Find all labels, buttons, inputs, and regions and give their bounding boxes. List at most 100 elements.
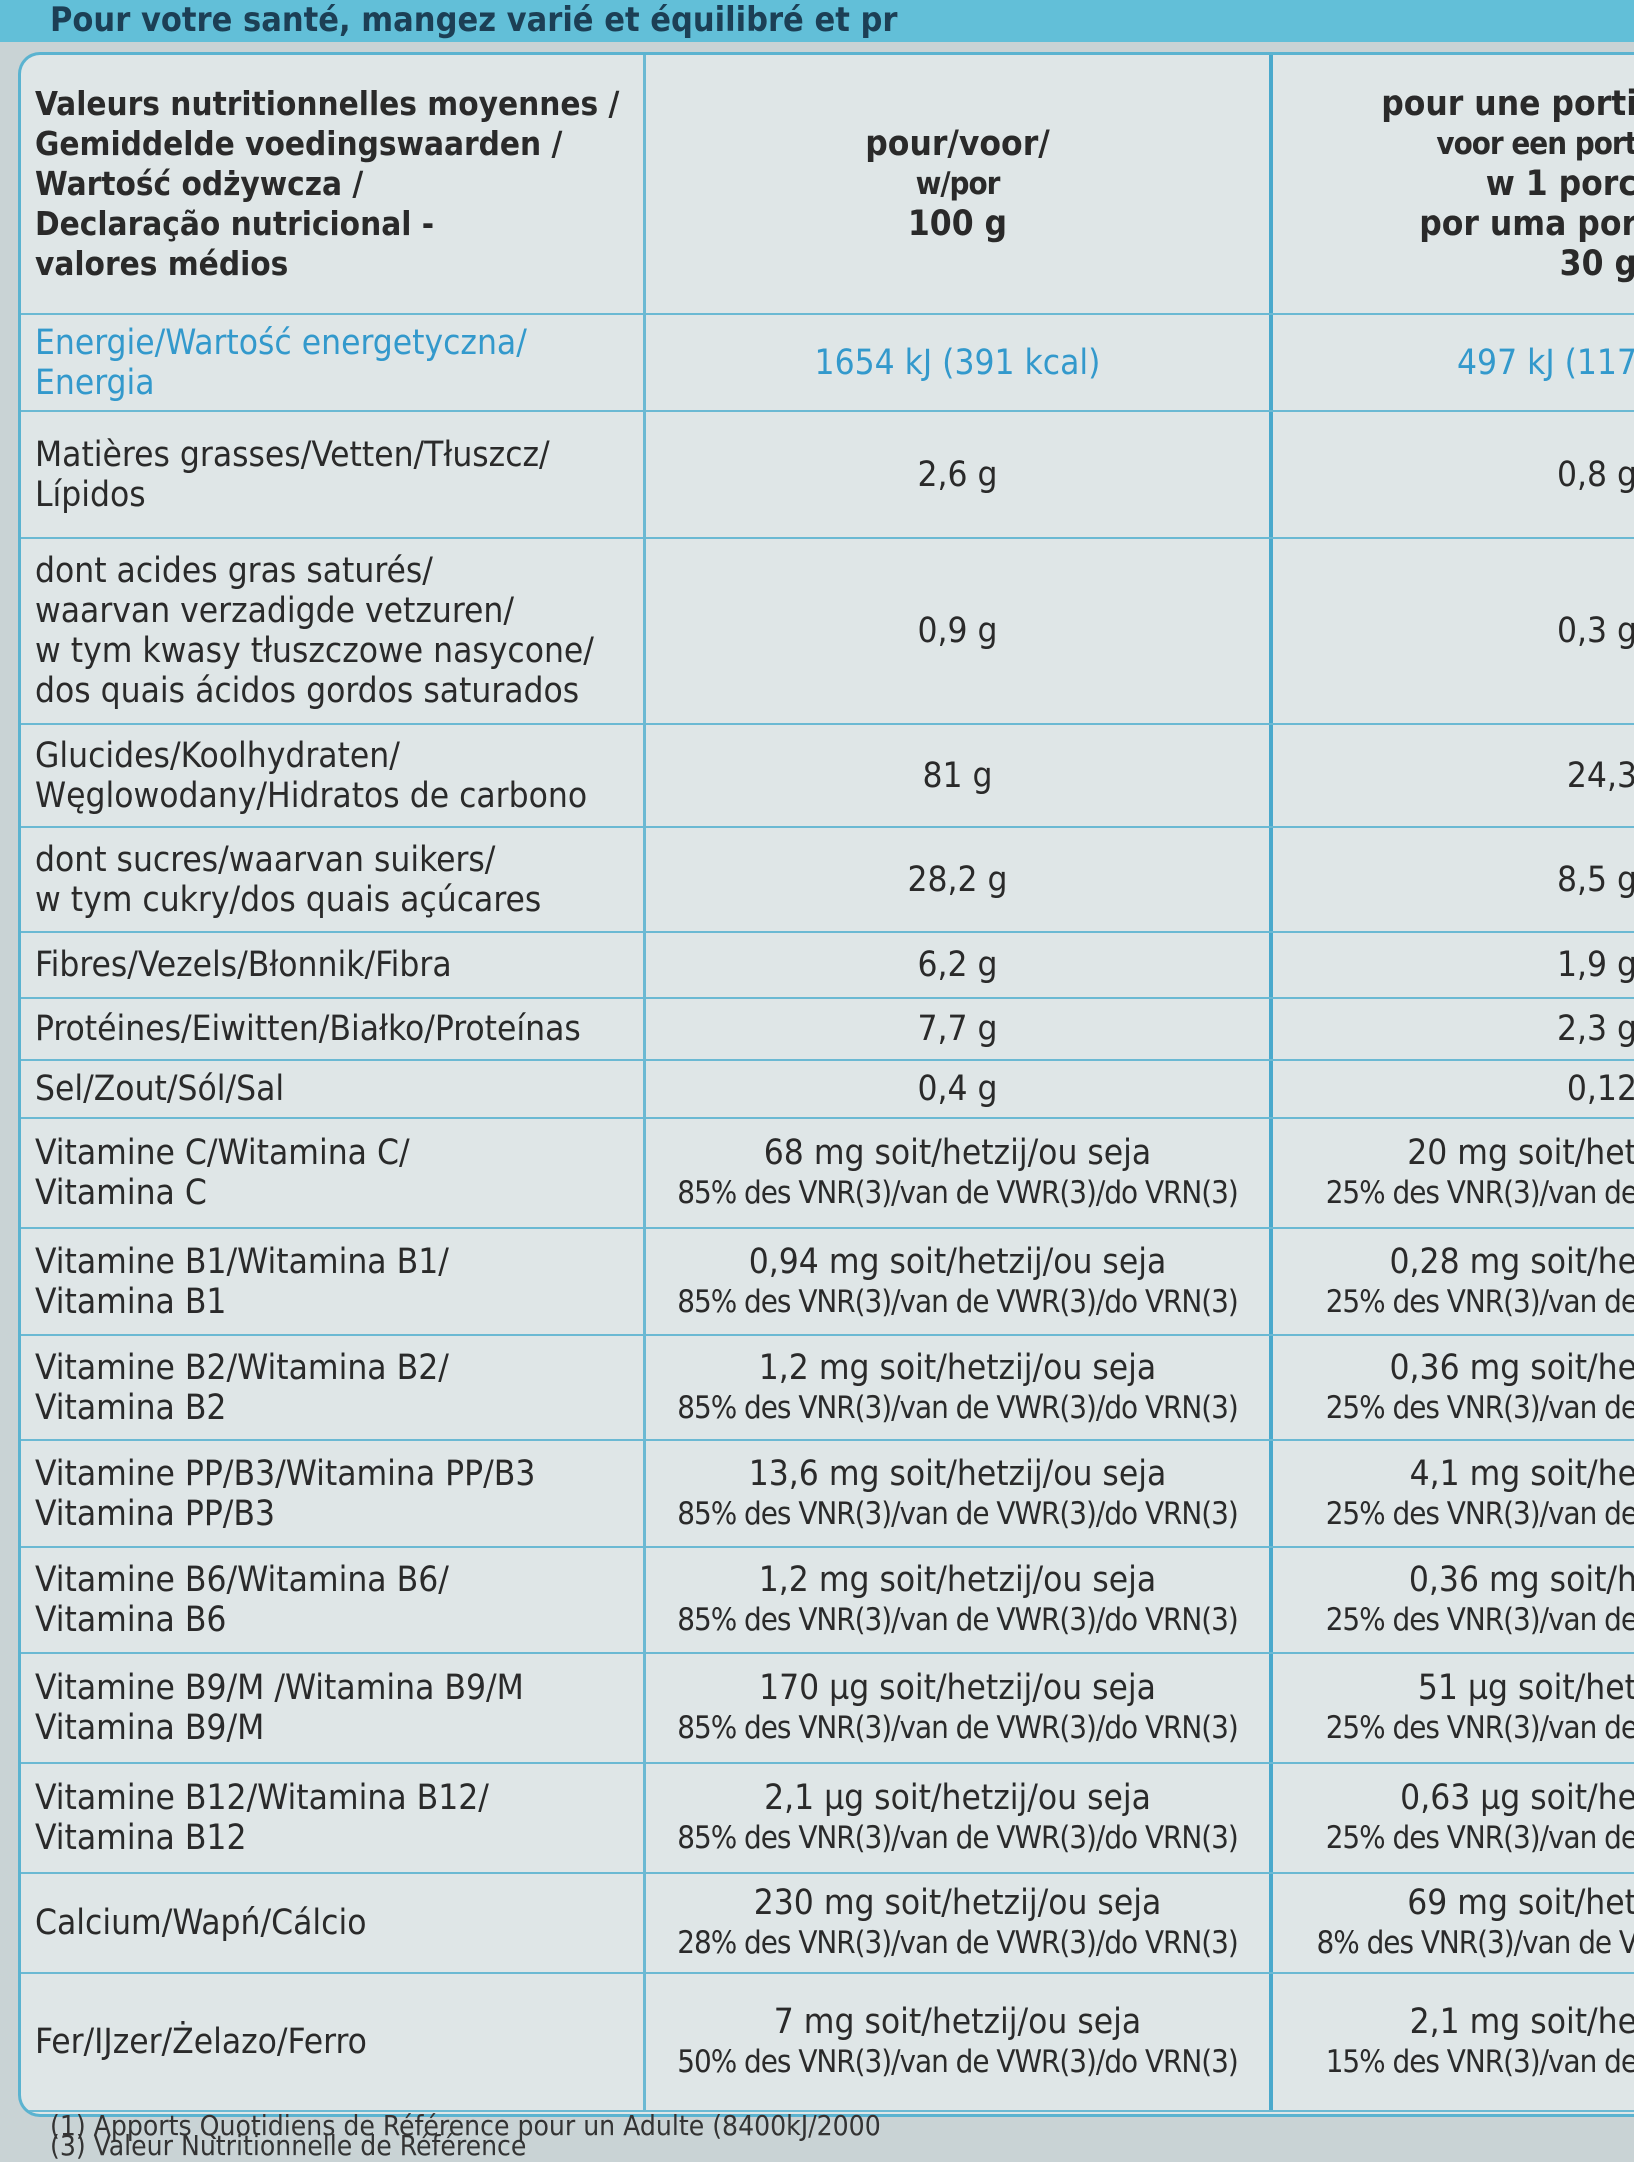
cell-line: 25% des VNR(3)/van de xyxy=(1326,1818,1634,1858)
cell-line: Vitamina B1 xyxy=(35,1282,643,1322)
table-row: dont sucres/waarvan suikers/w tym cukry/… xyxy=(21,828,1634,933)
cell-line: Vitamine C/Witamina C/ xyxy=(35,1133,643,1173)
cell-line: 15% des VNR(3)/van de xyxy=(1326,2042,1634,2082)
cell-line: 68 mg soit/hetzij/ou seja xyxy=(764,1133,1151,1173)
cell-line: 100 g xyxy=(908,204,1007,244)
cell-line: w tym cukry/dos quais açúcares xyxy=(35,880,643,920)
cell-line: Vitamina B2 xyxy=(35,1388,643,1428)
table-cell: 2,6 g xyxy=(646,412,1273,537)
table-cell: Vitamine B12/Witamina B12/Vitamina B12 xyxy=(21,1764,646,1872)
cell-line: Vitamina B9/M xyxy=(35,1708,643,1748)
cell-line: 28% des VNR(3)/van de VWR(3)/do VRN(3) xyxy=(677,1923,1238,1963)
cell-line: 6,2 g xyxy=(917,945,997,985)
cell-line: Wartość odżywcza / xyxy=(35,164,643,204)
cell-line: por uma por xyxy=(1419,204,1634,244)
cell-line: 1654 kJ (391 kcal) xyxy=(815,343,1101,383)
cell-line: waarvan verzadigde vetzuren/ xyxy=(35,591,643,631)
footnotes: (1) Apports Quotidiens de Référence pour… xyxy=(50,2116,881,2156)
cell-line: Glucides/Koolhydraten/ xyxy=(35,736,643,776)
cell-line: 85% des VNR(3)/van de VWR(3)/do VRN(3) xyxy=(677,1282,1238,1322)
table-cell: Glucides/Koolhydraten/Węglowodany/Hidrat… xyxy=(21,725,646,826)
cell-line: 85% des VNR(3)/van de VWR(3)/do VRN(3) xyxy=(677,1388,1238,1428)
cell-line: 25% des VNR(3)/van de xyxy=(1326,1600,1634,1640)
cell-line: 85% des VNR(3)/van de VWR(3)/do VRN(3) xyxy=(677,1708,1238,1748)
cell-line: Vitamina B12 xyxy=(35,1818,643,1858)
cell-line: 30 g xyxy=(1560,244,1634,284)
cell-line: Vitamina B6 xyxy=(35,1600,643,1640)
table-row: Valeurs nutritionnelles moyennes /Gemidd… xyxy=(21,55,1634,315)
cell-line: 4,1 mg soit/he xyxy=(1410,1454,1634,1494)
cell-line: 25% des VNR(3)/van de xyxy=(1326,1173,1634,1213)
table-cell: 1654 kJ (391 kcal) xyxy=(646,315,1273,410)
table-cell: 0,4 g xyxy=(646,1061,1273,1117)
cell-line: 0,36 mg soit/h xyxy=(1409,1560,1634,1600)
table-cell: Vitamine B2/Witamina B2/Vitamina B2 xyxy=(21,1336,646,1439)
table-cell: 2,3 g xyxy=(1273,999,1634,1059)
cell-line: w/por xyxy=(916,164,1000,204)
cell-line: 13,6 mg soit/hetzij/ou seja xyxy=(749,1454,1167,1494)
table-cell: Fibres/Vezels/Błonnik/Fibra xyxy=(21,933,646,997)
cell-line: w tym kwasy tłuszczowe nasycone/ xyxy=(35,631,643,671)
cell-line: Vitamina C xyxy=(35,1173,643,1213)
cell-line: Vitamine B12/Witamina B12/ xyxy=(35,1778,643,1818)
cell-line: Protéines/Eiwitten/Białko/Proteínas xyxy=(35,1009,643,1049)
cell-line: Vitamine PP/B3/Witamina PP/B3 xyxy=(35,1454,643,1494)
table-cell: 0,9 g xyxy=(646,539,1273,723)
cell-line: 0,36 mg soit/he xyxy=(1390,1348,1634,1388)
nutrition-table: Valeurs nutritionnelles moyennes /Gemidd… xyxy=(18,52,1634,2117)
cell-line: 51 µg soit/het xyxy=(1418,1668,1634,1708)
cell-line: 69 mg soit/het xyxy=(1407,1883,1634,1923)
cell-line: Lípidos xyxy=(35,475,643,515)
cell-line: 25% des VNR(3)/van de xyxy=(1326,1708,1634,1748)
cell-line: Energia xyxy=(35,363,643,403)
table-cell: 28,2 g xyxy=(646,828,1273,931)
cell-line: 0,28 mg soit/he xyxy=(1390,1242,1634,1282)
cell-line: dont acides gras saturés/ xyxy=(35,551,643,591)
cell-line: Vitamine B9/M /Witamina B9/M xyxy=(35,1668,643,1708)
cell-line: 1,9 g xyxy=(1557,945,1634,985)
table-row: Fibres/Vezels/Błonnik/Fibra 6,2 g 1,9 g xyxy=(21,933,1634,999)
banner: Pour votre santé, mangez varié et équili… xyxy=(0,0,1634,42)
cell-line: 0,63 µg soit/he xyxy=(1400,1778,1634,1818)
cell-line: 25% des VNR(3)/van de xyxy=(1326,1388,1634,1428)
cell-line: 8% des VNR(3)/van de V xyxy=(1317,1923,1634,1963)
cell-line: dos quais ácidos gordos saturados xyxy=(35,671,643,711)
cell-line: Gemiddelde voedingswaarden / xyxy=(35,124,643,164)
cell-line: dont sucres/waarvan suikers/ xyxy=(35,840,643,880)
table-cell: 497 kJ (117 xyxy=(1273,315,1634,410)
cell-line: Sel/Zout/Sól/Sal xyxy=(35,1069,643,1109)
cell-line: 170 µg soit/hetzij/ou seja xyxy=(759,1668,1156,1708)
table-row: Glucides/Koolhydraten/Węglowodany/Hidrat… xyxy=(21,725,1634,828)
cell-line: 0,12 xyxy=(1567,1069,1634,1109)
table-cell: Vitamine B1/Witamina B1/Vitamina B1 xyxy=(21,1229,646,1334)
cell-line: pour une porti xyxy=(1381,84,1634,124)
cell-line: Vitamina PP/B3 xyxy=(35,1494,643,1534)
table-row: Vitamine C/Witamina C/Vitamina C 68 mg so… xyxy=(21,1119,1634,1229)
table-cell: 0,12 xyxy=(1273,1061,1634,1117)
cell-line: 0,3 g xyxy=(1557,611,1634,651)
table-cell: Vitamine B6/Witamina B6/Vitamina B6 xyxy=(21,1548,646,1652)
